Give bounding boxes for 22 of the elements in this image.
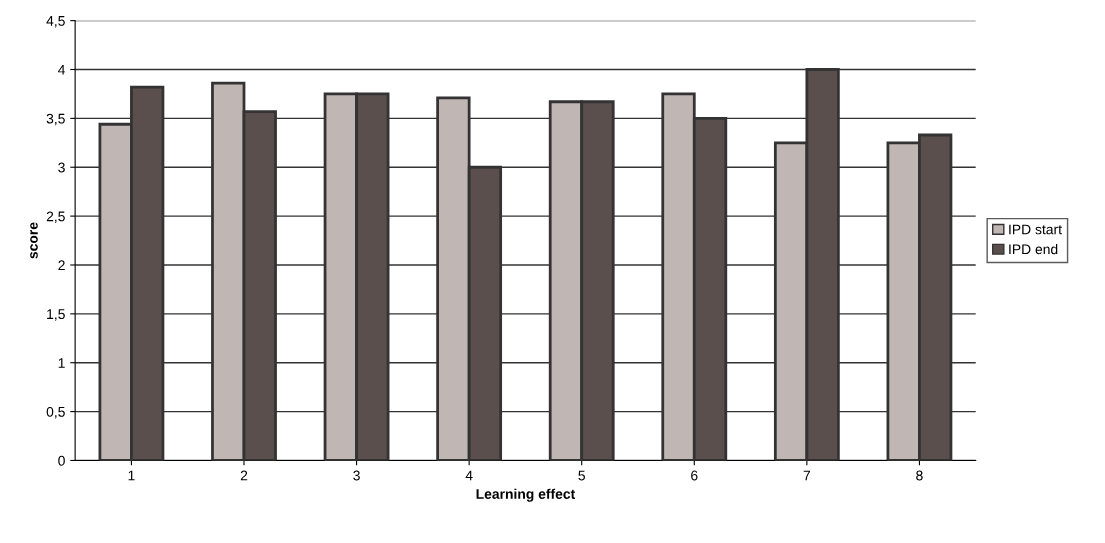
x-tick-label: 4 [465, 470, 473, 481]
x-tick-label: 6 [691, 470, 698, 481]
y-tick-label: 3 [58, 162, 65, 173]
y-tick-label: 2,5 [46, 211, 65, 223]
legend-label: IPD end [1009, 244, 1058, 255]
x-axis-title: Learning effect [476, 488, 576, 502]
y-tick-label: 3,5 [46, 113, 65, 126]
legend-label: IPD start [1009, 224, 1062, 235]
x-tick-label: 1 [128, 470, 135, 481]
x-tick-label: 5 [578, 470, 585, 481]
y-tick-label: 4 [58, 64, 66, 75]
y-tick-label: 1 [58, 358, 65, 368]
y-axis-title: score [30, 222, 38, 259]
y-tick-label: 0,5 [46, 406, 65, 419]
y-tick-label: 2 [58, 260, 65, 271]
x-tick-label: 3 [353, 470, 360, 481]
x-tick-label: 7 [803, 470, 811, 481]
y-tick-label: 1,5 [47, 309, 65, 321]
x-tick-label: 2 [240, 470, 248, 481]
y-tick-label: 4,5 [46, 16, 65, 28]
x-tick-label: 8 [916, 470, 923, 481]
y-tick-label: 0 [58, 455, 65, 466]
